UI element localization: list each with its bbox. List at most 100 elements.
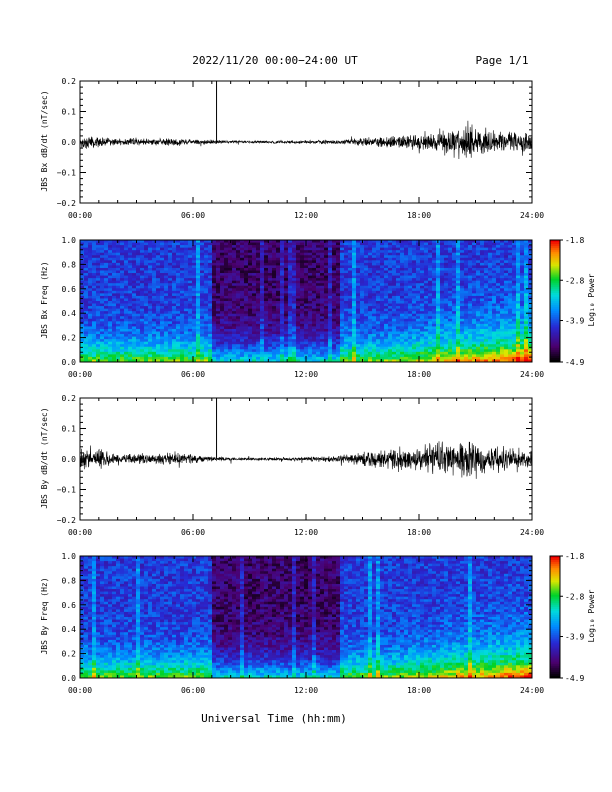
spectrogram-cell (168, 262, 173, 266)
spectrogram-cell (316, 260, 321, 264)
spectrogram-cell (444, 290, 449, 294)
spectrogram-cell (232, 326, 237, 330)
spectrogram-cell (152, 242, 157, 246)
spectrogram-cell (132, 334, 137, 337)
spectrogram-cell (240, 240, 245, 243)
spectrogram-cell (428, 308, 433, 312)
spectrogram-cell (332, 308, 337, 312)
spectrogram-cell (252, 278, 257, 282)
spectrogram-cell (392, 311, 397, 315)
spectrogram-cell (212, 260, 217, 264)
spectrogram-cell (172, 313, 177, 317)
spectrogram-cell (344, 303, 349, 307)
spectrogram-cell (200, 250, 205, 254)
spectrogram-cell (304, 293, 309, 297)
spectrogram-cell (320, 250, 325, 254)
spectrogram-cell (432, 265, 437, 269)
spectrogram-cell (424, 293, 429, 297)
spectrogram-cell (344, 255, 349, 259)
spectrogram-cell (464, 275, 469, 279)
spectrogram-cell (252, 295, 257, 299)
spectrogram-cell (264, 328, 269, 332)
spectrogram-cell (456, 354, 461, 358)
spectrogram-cell (268, 265, 273, 269)
spectrogram-cell (292, 250, 297, 254)
spectrogram-cell (132, 283, 137, 287)
spectrogram-cell (268, 260, 273, 264)
spectrogram-cell (224, 247, 229, 251)
spectrogram-cell (440, 290, 445, 294)
spectrogram-cell (128, 255, 133, 259)
spectrogram-cell (192, 344, 197, 348)
spectrogram-cell (480, 339, 485, 343)
spectrogram-cell (372, 351, 377, 355)
spectrogram-cell (324, 328, 329, 332)
spectrogram-cell (92, 280, 97, 284)
spectrogram-cell (468, 303, 473, 307)
spectrogram-cell (404, 318, 409, 322)
spectrogram-cell (368, 245, 373, 249)
spectrogram-cell (360, 331, 365, 335)
spectrogram-cell (408, 295, 413, 299)
spectrogram-cell (232, 306, 237, 310)
spectrogram-cell (400, 285, 405, 289)
spectrogram-cell (352, 285, 357, 289)
spectrogram-cell (228, 247, 233, 251)
spectrogram-cell (204, 328, 209, 332)
spectrogram-cell (240, 316, 245, 320)
spectrogram-cell (140, 344, 145, 348)
spectrogram-cell (448, 326, 453, 330)
spectrogram-cell (344, 336, 349, 340)
spectrogram-cell (108, 359, 113, 362)
spectrogram-cell (432, 334, 437, 337)
spectrogram-cell (400, 318, 405, 322)
spectrogram-cell (156, 255, 161, 259)
spectrogram-cell (332, 321, 337, 325)
spectrogram-cell (152, 346, 157, 350)
spectrogram-cell (420, 275, 425, 279)
spectrogram-cell (244, 356, 249, 360)
spectrogram-cell (392, 301, 397, 304)
spectrogram-cell (148, 356, 153, 360)
spectrogram-cell (104, 328, 109, 332)
spectrogram-cell (332, 331, 337, 335)
spectrogram-cell (416, 351, 421, 355)
spectrogram-cell (192, 290, 197, 294)
spectrogram-cell (296, 339, 301, 343)
spectrogram-cell (312, 334, 317, 337)
spectrogram-cell (160, 318, 165, 322)
spectrogram-cell (384, 247, 389, 251)
spectrogram-cell (412, 295, 417, 299)
spectrogram-cell (220, 354, 225, 358)
spectrogram-cell (372, 344, 377, 348)
spectrogram-cell (436, 331, 441, 335)
spectrogram-cell (352, 290, 357, 294)
spectrogram-cell (356, 301, 361, 304)
spectrogram-cell (452, 306, 457, 310)
spectrogram-cell (444, 321, 449, 325)
spectrogram-cell (216, 318, 221, 322)
spectrogram-cell (180, 290, 185, 294)
spectrogram-cell (380, 255, 385, 259)
spectrogram-cell (224, 257, 229, 261)
spectrogram-cell (340, 245, 345, 249)
spectrogram-cell (476, 354, 481, 358)
spectrogram-cell (340, 242, 345, 246)
spectrogram-cell (288, 242, 293, 246)
spectrogram-cell (88, 285, 93, 289)
spectrogram-cell (376, 341, 381, 345)
spectrogram-cell (164, 321, 169, 325)
spectrogram-cell (168, 290, 173, 294)
spectrogram-cell (168, 267, 173, 271)
spectrogram-cell (484, 306, 489, 310)
spectrogram-cell (468, 311, 473, 315)
spectrogram-cell (380, 278, 385, 282)
spectrogram-cell (208, 283, 213, 287)
spectrogram-cell (300, 318, 305, 322)
spectrogram-cell (196, 349, 201, 353)
spectrogram-cell (184, 339, 189, 343)
spectrogram-cell (220, 356, 225, 360)
spectrogram-cell (316, 290, 321, 294)
spectrogram-cell (400, 240, 405, 243)
spectrogram-cell (320, 318, 325, 322)
